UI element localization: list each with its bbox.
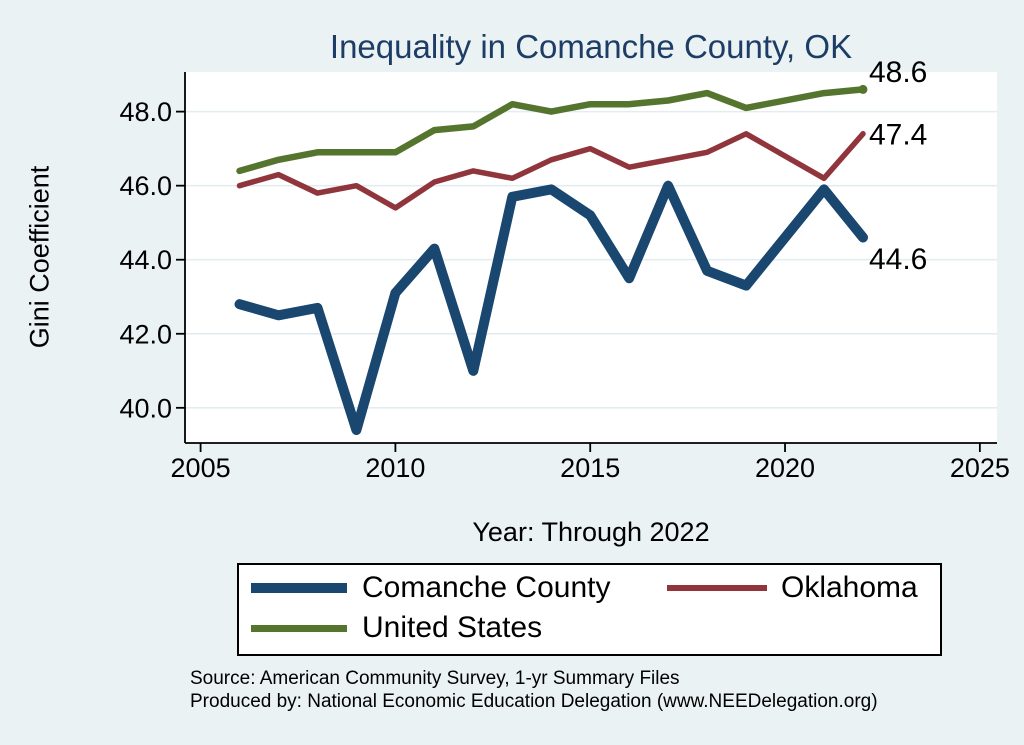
- footnotes: Source: American Community Survey, 1-yr …: [190, 667, 878, 713]
- plot-area: 40.0 42.0 44.0 46.0 48.0 2005 2010 2015 2020 2025…: [119, 56, 1010, 483]
- x-tick-label: 2005: [171, 453, 231, 483]
- legend-label-comanche-county: Comanche County: [362, 571, 611, 604]
- legend-item-oklahoma: Oklahoma: [667, 569, 918, 607]
- y-tick-label: 48.0: [119, 97, 172, 127]
- producer-note: Produced by: National Economic Education…: [190, 691, 878, 712]
- end-label-comanche-county: 44.6: [869, 243, 927, 276]
- x-tick-label: 2010: [365, 453, 425, 483]
- chart-title: Inequality in Comanche County, OK: [329, 28, 853, 65]
- legend-item-united-states: United States: [251, 609, 542, 647]
- end-label-united-states: 48.6: [869, 56, 927, 89]
- legend-swatch-oklahoma: [667, 585, 767, 591]
- line-united-states: [236, 86, 867, 175]
- source-note: Source: American Community Survey, 1-yr …: [190, 668, 680, 689]
- y-tick-label: 44.0: [119, 245, 172, 275]
- x-tick-label: 2020: [755, 453, 815, 483]
- legend-label-united-states: United States: [362, 611, 543, 644]
- x-tick-label: 2015: [560, 453, 620, 483]
- y-tick-label: 46.0: [119, 171, 172, 201]
- legend-label-oklahoma: Oklahoma: [781, 571, 918, 604]
- end-label-oklahoma: 47.4: [869, 118, 927, 151]
- legend-swatch-comanche-county: [251, 583, 347, 593]
- end-marker-dot-united-states: [858, 84, 868, 94]
- line-comanche-county: [234, 180, 868, 435]
- x-tick-label: 2025: [950, 453, 1010, 483]
- legend: Comanche County Oklahoma United States: [237, 563, 942, 656]
- y-tick-label: 42.0: [119, 319, 172, 349]
- line-oklahoma: [236, 131, 866, 211]
- x-axis-title: Year: Through 2022: [472, 517, 710, 547]
- legend-swatch-united-states: [251, 624, 347, 632]
- y-tick-label: 40.0: [119, 393, 172, 423]
- legend-item-comanche-county: Comanche County: [251, 569, 610, 607]
